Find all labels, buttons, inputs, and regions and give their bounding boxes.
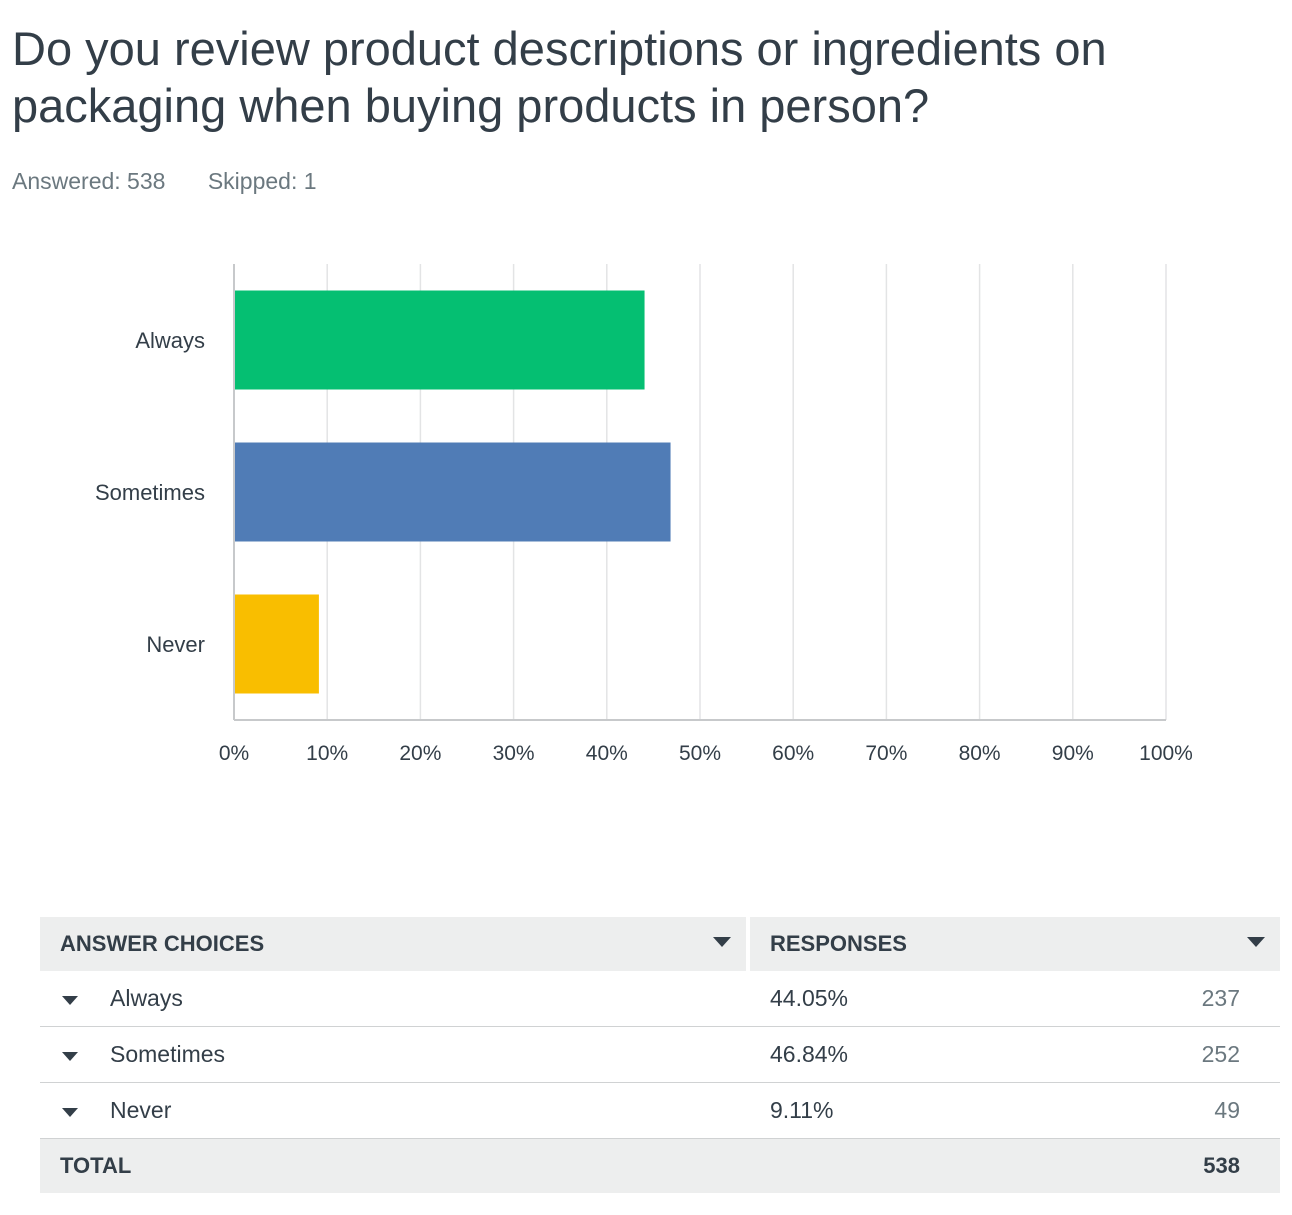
category-label: Always — [135, 328, 205, 353]
x-tick-label: 30% — [493, 742, 535, 765]
answer-choice: Never — [110, 1097, 172, 1123]
x-tick-label: 40% — [586, 742, 628, 765]
bar — [235, 290, 645, 390]
answer-choice: Sometimes — [110, 1041, 226, 1067]
x-tick-label: 50% — [679, 742, 721, 765]
total-row: TOTAL 538 — [40, 1139, 1280, 1193]
response-percent: 44.05% — [770, 985, 849, 1011]
x-tick-label: 0% — [219, 742, 249, 765]
expand-caret-icon[interactable] — [62, 1052, 78, 1061]
x-tick-label: 80% — [959, 742, 1001, 765]
x-tick-label: 90% — [1052, 742, 1094, 765]
question-title: Do you review product descriptions or in… — [12, 22, 1107, 132]
expand-caret-icon[interactable] — [62, 996, 78, 1005]
response-count: 252 — [1201, 1041, 1240, 1067]
x-tick-label: 100% — [1139, 742, 1193, 765]
response-count: 237 — [1201, 985, 1240, 1011]
total-label: TOTAL — [60, 1153, 132, 1178]
bar-chart: 0% 10% 20% 30% 40% 50% 60% 70% 80% 90% 100% Always S… — [95, 264, 1193, 765]
response-summary: Answered: 538 Skipped: 1 — [12, 168, 317, 195]
x-tick-label: 10% — [306, 742, 348, 765]
bar — [235, 594, 319, 694]
responses-table: ANSWER CHOICES RESPONSES Always 44.05% 2… — [40, 917, 1280, 1193]
answer-choice: Always — [110, 985, 183, 1011]
x-tick-label: 20% — [399, 742, 441, 765]
response-percent: 46.84% — [770, 1041, 849, 1067]
total-count: 538 — [1203, 1153, 1240, 1178]
expand-caret-icon[interactable] — [62, 1108, 78, 1117]
x-tick-label: 70% — [865, 742, 907, 765]
header-responses[interactable]: RESPONSES — [750, 917, 1280, 971]
answered-count: Answered: 538 — [12, 168, 166, 194]
table-row: Never 9.11% 49 — [40, 1083, 1280, 1139]
skipped-count: Skipped: 1 — [207, 168, 317, 194]
category-label: Sometimes — [95, 480, 205, 505]
sort-caret-icon[interactable] — [713, 937, 731, 947]
bar — [235, 442, 671, 542]
category-label: Never — [146, 632, 205, 657]
x-tick-label: 60% — [772, 742, 814, 765]
response-count: 49 — [1214, 1097, 1240, 1123]
table-row: Always 44.05% 237 — [40, 971, 1280, 1027]
sort-caret-icon[interactable] — [1247, 937, 1265, 947]
header-answer-choices[interactable]: ANSWER CHOICES — [40, 917, 746, 971]
table-row: Sometimes 46.84% 252 — [40, 1027, 1280, 1083]
header-answer-choices-label: ANSWER CHOICES — [60, 931, 265, 956]
response-percent: 9.11% — [770, 1097, 834, 1123]
table-header: ANSWER CHOICES RESPONSES — [40, 917, 1280, 971]
header-responses-label: RESPONSES — [770, 931, 907, 956]
